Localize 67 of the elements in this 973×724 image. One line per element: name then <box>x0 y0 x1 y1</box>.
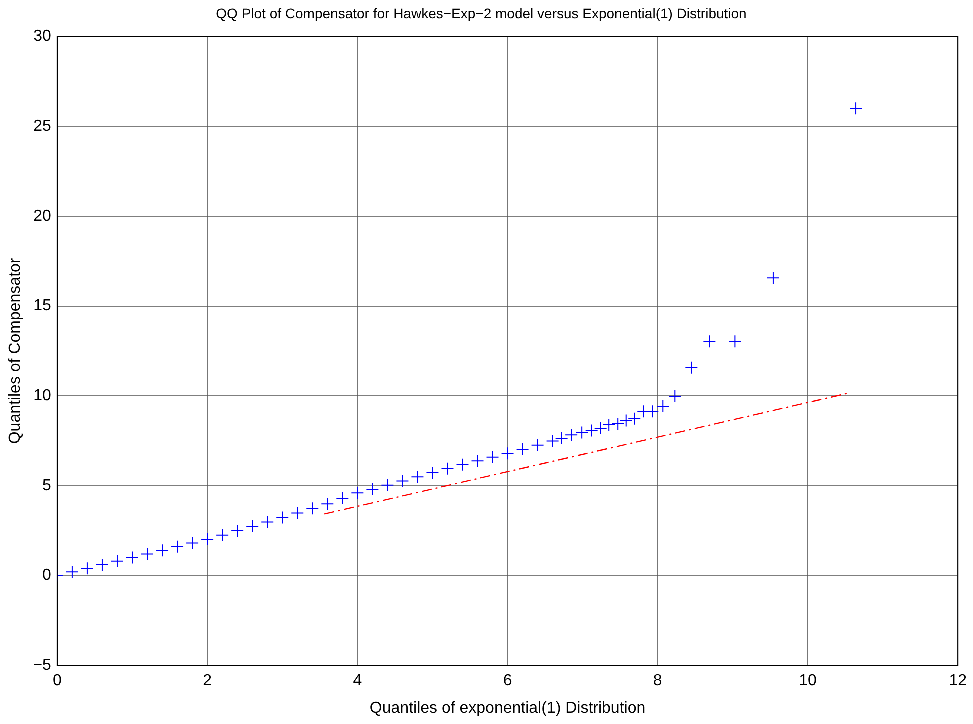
y-tick-label: −5 <box>33 657 52 674</box>
point <box>850 102 863 116</box>
point <box>471 454 484 468</box>
point <box>531 438 544 452</box>
y-tick-label: 15 <box>34 298 52 315</box>
point <box>291 506 304 520</box>
y-axis-title: Quantiles of Compensator <box>7 258 24 444</box>
point <box>366 483 380 496</box>
x-tick-label: 4 <box>353 672 362 690</box>
point <box>441 462 454 476</box>
point <box>602 418 616 432</box>
point <box>171 540 184 554</box>
point <box>546 434 560 448</box>
point <box>381 478 394 492</box>
point <box>620 414 633 428</box>
point <box>656 400 670 414</box>
point <box>594 422 608 435</box>
point <box>201 532 214 546</box>
point <box>612 417 625 430</box>
x-axis-title: Quantiles of exponential(1) Distribution <box>370 700 646 717</box>
y-tick-label: 30 <box>34 28 52 46</box>
point <box>628 412 642 426</box>
point <box>126 551 139 564</box>
point <box>110 554 124 568</box>
point <box>216 528 230 542</box>
point <box>246 520 260 534</box>
point <box>576 426 589 440</box>
point <box>555 432 568 446</box>
point <box>186 536 200 550</box>
point <box>80 562 94 576</box>
point <box>411 470 424 484</box>
y-tick-label: 0 <box>42 567 52 584</box>
point <box>231 524 244 538</box>
x-tick-label: 12 <box>949 672 968 690</box>
chart-title: QQ Plot of Compensator for Hawkes−Exp−2 model versus Exponential(1) Distribution <box>216 5 747 22</box>
point <box>766 272 780 285</box>
y-tick-label: 25 <box>34 118 52 136</box>
point <box>486 450 500 464</box>
point <box>66 566 79 579</box>
point <box>96 558 109 572</box>
point <box>685 361 698 374</box>
point <box>728 335 742 348</box>
point <box>703 335 716 348</box>
point <box>351 486 364 500</box>
point <box>261 516 274 529</box>
point <box>276 511 290 524</box>
point <box>336 492 350 506</box>
point <box>426 466 440 480</box>
point <box>141 548 154 561</box>
x-tick-label: 8 <box>653 672 662 690</box>
point <box>668 390 682 403</box>
point <box>565 428 578 442</box>
y-tick-label: 10 <box>34 388 52 405</box>
point <box>646 405 660 418</box>
point <box>396 474 410 488</box>
point <box>516 442 530 456</box>
y-tick-label: 5 <box>42 477 52 494</box>
point <box>306 502 320 516</box>
point <box>321 498 334 511</box>
point <box>156 544 170 558</box>
x-tick-label: 2 <box>203 672 212 690</box>
x-tick-label: 10 <box>799 672 817 690</box>
point <box>501 447 514 460</box>
x-tick-label: 6 <box>503 672 512 690</box>
point <box>456 458 470 472</box>
y-tick-label: 20 <box>34 208 52 225</box>
point <box>585 424 598 438</box>
